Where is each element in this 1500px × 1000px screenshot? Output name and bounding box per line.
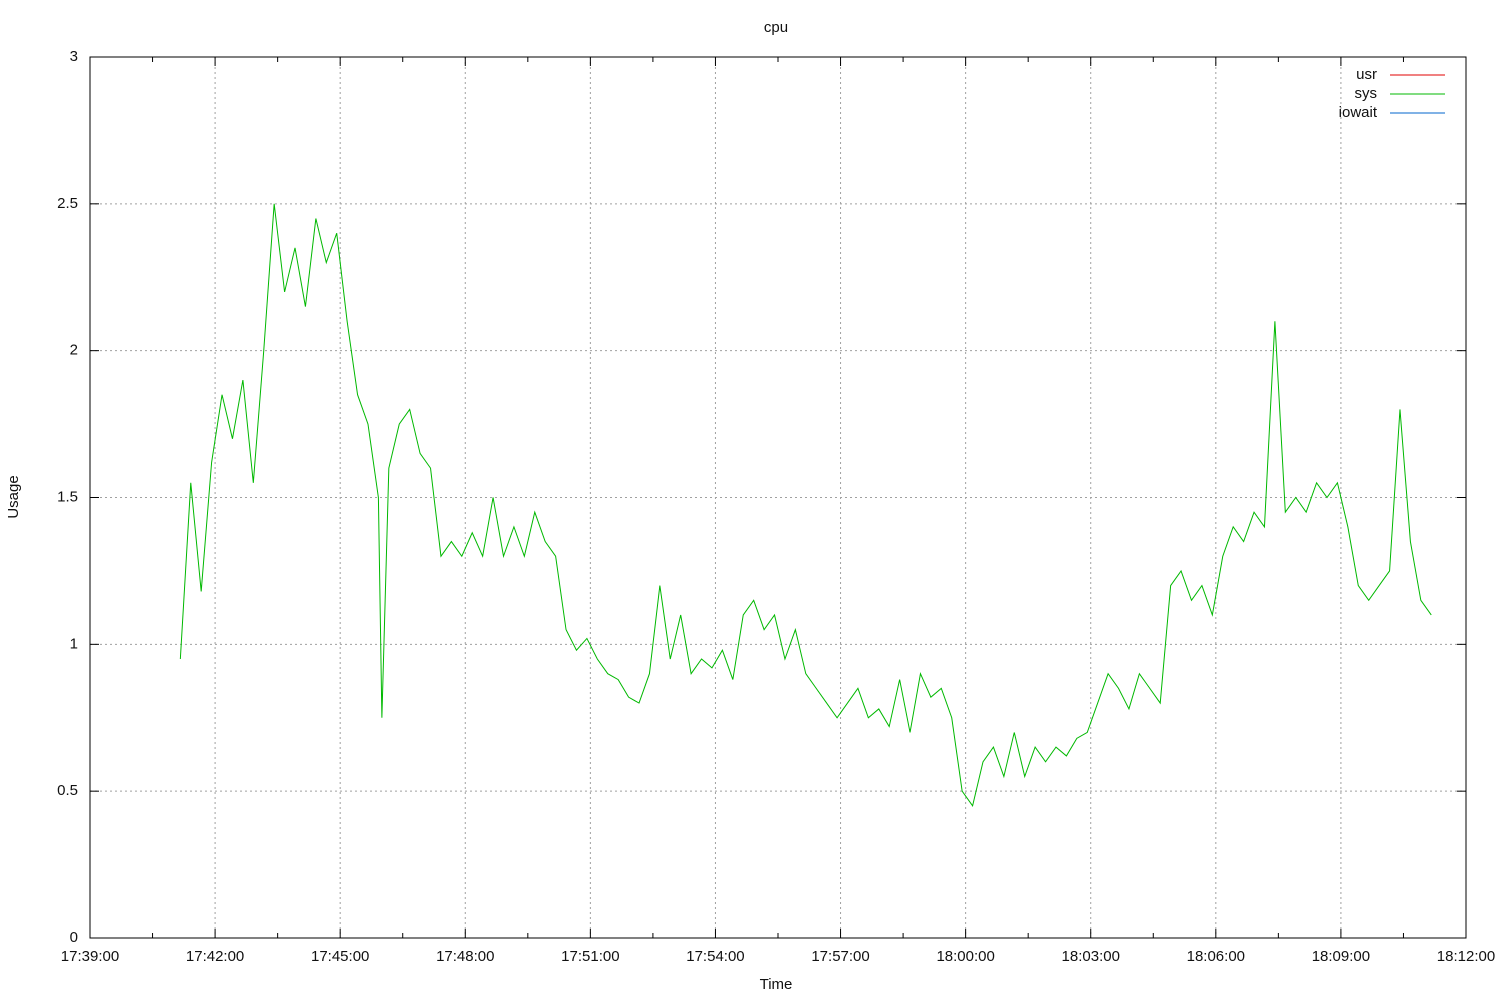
- y-tick-label: 2.5: [57, 195, 78, 212]
- x-axis-label: Time: [760, 976, 793, 993]
- y-axis-label: Usage: [5, 475, 22, 518]
- plot-border: [89, 56, 1467, 939]
- y-tick-label: 1.5: [57, 488, 78, 505]
- plot: 0 0.5 1 1.5 2 2.5 3 17:39:00 17:42:00 17:45:00 17:…: [57, 48, 1495, 965]
- x-tick-label: 17:45:00: [311, 948, 369, 965]
- x-tick-label: 18:12:00: [1437, 948, 1495, 965]
- y-tick-label: 3: [70, 48, 78, 65]
- x-tick-label: 17:54:00: [686, 948, 744, 965]
- legend-label: usr: [1356, 66, 1377, 83]
- legend-label: sys: [1355, 85, 1378, 102]
- x-tick-label: 18:06:00: [1187, 948, 1245, 965]
- y-tick-label: 0: [70, 929, 78, 946]
- y-tick-label: 2: [70, 342, 78, 359]
- x-tick-label: 18:03:00: [1062, 948, 1120, 965]
- x-tick-label: 17:42:00: [186, 948, 244, 965]
- x-tick-label: 17:48:00: [436, 948, 494, 965]
- legend-label: iowait: [1339, 104, 1378, 121]
- x-tick-label: 17:57:00: [811, 948, 869, 965]
- x-tick-label: 17:51:00: [561, 948, 619, 965]
- x-tick-label: 17:39:00: [61, 948, 119, 965]
- x-tick-label: 18:09:00: [1312, 948, 1370, 965]
- x-tick-label: 18:00:00: [936, 948, 994, 965]
- series-line: [179, 203, 1432, 808]
- y-tick-label: 0.5: [57, 782, 78, 799]
- y-tick-label: 1: [70, 635, 78, 652]
- chart-title: cpu: [764, 19, 788, 36]
